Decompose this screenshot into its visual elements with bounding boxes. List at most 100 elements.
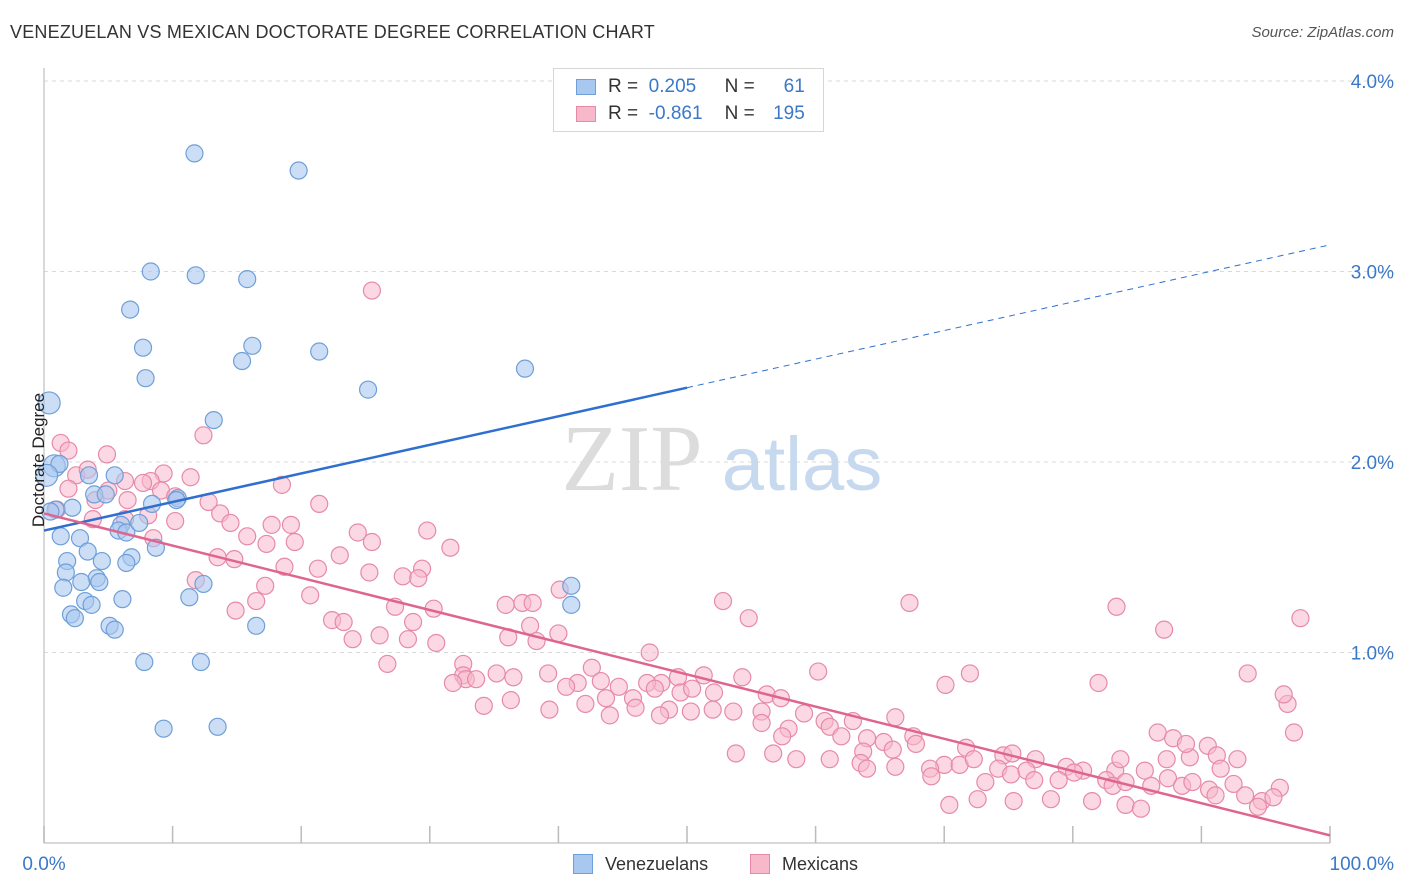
mexicans-point (794, 704, 814, 723)
mexicans-point (466, 670, 486, 689)
y-tick-label: 3.0% (1351, 263, 1394, 284)
mexicans-point (330, 546, 349, 565)
mexicans-point (281, 515, 301, 534)
mexicans-point (1001, 765, 1021, 784)
venezuelans-trend-extension (686, 244, 1331, 389)
mexicans-point (238, 527, 257, 546)
legend-n-label: N = (724, 76, 755, 97)
venezuelans-point (96, 485, 115, 504)
watermark: ZIP atlas (562, 407, 883, 511)
mexicans-point (301, 586, 320, 605)
mexicans-point (703, 700, 722, 719)
mexicans-point (226, 601, 245, 620)
venezuelans-point (65, 609, 84, 628)
mexicans-point (1183, 772, 1202, 792)
mexicans-point (360, 563, 379, 582)
mexicans-point (1206, 786, 1225, 805)
mexicans-point (1238, 664, 1257, 683)
bottom-legend-venezuelans[interactable]: Venezuelans (573, 851, 708, 877)
mexicans-point (1041, 790, 1061, 809)
mexicans-point (308, 559, 328, 578)
mexicans-point (906, 734, 926, 754)
bottom-legend-swatch-venezuelans (573, 854, 593, 874)
mexicans-point (166, 511, 185, 531)
mexicans-point (739, 609, 758, 628)
venezuelans-point (82, 595, 101, 614)
mexicans-point (582, 658, 601, 677)
mexicans-point (549, 624, 568, 643)
mexicans-point (820, 750, 839, 769)
bottom-legend-label-venezuelans: Venezuelans (605, 853, 709, 874)
mexicans-point (683, 679, 702, 698)
venezuelans-point (186, 266, 205, 285)
mexicans-point (1176, 734, 1196, 754)
venezuelans-point (247, 616, 266, 635)
mexicans-point (1228, 750, 1247, 769)
mexicans-point (59, 479, 78, 498)
venezuelans-point (142, 494, 162, 514)
mexicans-point (540, 700, 559, 719)
venezuelans-point (51, 527, 70, 546)
venezuelans-point (72, 572, 91, 592)
mexicans-point (539, 664, 558, 683)
mexicans-point (97, 445, 117, 464)
mexicans-point (133, 473, 153, 493)
mexicans-point (764, 744, 783, 763)
mexicans-point (285, 532, 304, 552)
mexicans-point (262, 515, 281, 534)
venezuelans-point (54, 578, 73, 597)
mexicans-point (976, 772, 995, 792)
mexicans-point (1148, 723, 1167, 742)
venezuelans-point (78, 542, 97, 561)
mexicans-point (487, 664, 506, 683)
venezuelans-point (141, 262, 160, 281)
mexicans-point (704, 683, 724, 702)
mexicans-point (940, 795, 959, 815)
mexicans-point (310, 494, 329, 514)
venezuelans-point (105, 620, 124, 639)
mexicans-point (443, 673, 463, 693)
venezuelans-point (154, 719, 173, 738)
mexicans-point (496, 595, 515, 614)
tick-labels: 1.0% 2.0% 3.0% 4.0% 0.0% 100.0% (22, 72, 1394, 875)
mexicans-point (600, 706, 619, 725)
venezuelans-point (90, 572, 109, 592)
legend-r-venezuelans: 0.205 (648, 76, 697, 97)
bottom-legend-mexicans[interactable]: Mexicans (750, 851, 858, 877)
mexicans-point (257, 534, 276, 554)
mexicans-point (441, 538, 460, 557)
mexicans-point (626, 698, 645, 717)
venezuelans-point (79, 466, 99, 485)
x-tick-label-max: 100.0% (1330, 854, 1395, 875)
mexicans-point (576, 694, 595, 714)
mexicans-point (275, 557, 294, 576)
mexicans-point (900, 593, 919, 613)
venezuelans-point (243, 336, 262, 355)
mexicans-point (1004, 791, 1023, 811)
x-tick-label-min: 0.0% (22, 854, 65, 875)
mexicans-point (418, 521, 437, 540)
legend-r-mexicans: -0.861 (648, 103, 703, 124)
mexicans-points (47, 281, 1310, 818)
mexicans-point (1291, 609, 1310, 628)
mexicans-point (936, 675, 955, 694)
mexicans-point (713, 591, 733, 611)
venezuelans-point (135, 652, 154, 672)
legend-n-mexicans: 195 (773, 103, 805, 124)
mexicans-point (1135, 761, 1154, 780)
venezuelans-point (180, 588, 199, 607)
mexicans-point (968, 790, 987, 809)
mexicans-point (247, 591, 266, 611)
mexicans-point (501, 691, 520, 710)
venezuelans-point (121, 300, 140, 319)
mexicans-point (591, 671, 610, 691)
venezuelans-point (185, 144, 204, 163)
mexicans-point (393, 567, 412, 586)
mexicans-point (1236, 786, 1255, 805)
venezuelans-point (133, 338, 153, 357)
mexicans-point (504, 668, 523, 687)
venezuelans-point (232, 351, 252, 371)
venezuelans-point (37, 391, 61, 415)
venezuelans-point (136, 369, 155, 388)
y-tick-label: 2.0% (1351, 453, 1394, 474)
